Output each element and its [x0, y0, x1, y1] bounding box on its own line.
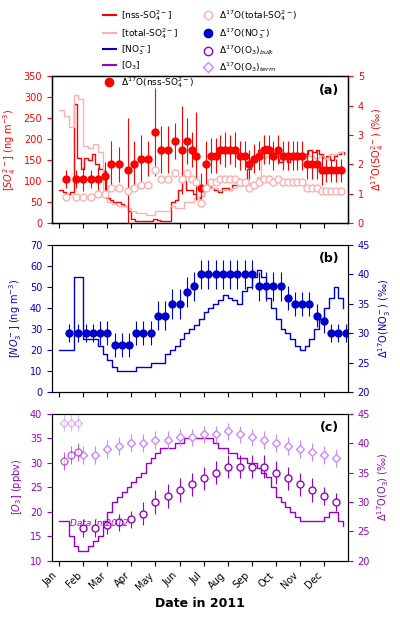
- Y-axis label: $\Delta^{17}$O(NO$_3^-$) (‰): $\Delta^{17}$O(NO$_3^-$) (‰): [376, 278, 392, 359]
- Y-axis label: $[SO_4^{2-}]$ (ng m$^{-3}$): $[SO_4^{2-}]$ (ng m$^{-3}$): [1, 108, 18, 191]
- Text: (c): (c): [320, 421, 339, 434]
- Text: (b): (b): [318, 252, 339, 266]
- Legend: [nss-SO$_4^{2-}$], [total-SO$_4^{2-}$], [NO$_3^-$], [O$_3$], $\Delta^{17}$O(nss-: [nss-SO$_4^{2-}$], [total-SO$_4^{2-}$], …: [99, 4, 301, 94]
- Text: Data in 2012: Data in 2012: [70, 519, 128, 528]
- Y-axis label: $[O_3]$ (ppbv): $[O_3]$ (ppbv): [10, 459, 24, 515]
- Y-axis label: $[NO_3^-]$ (ng m$^{-3}$): $[NO_3^-]$ (ng m$^{-3}$): [8, 279, 24, 358]
- X-axis label: Date in 2011: Date in 2011: [155, 598, 245, 610]
- Text: (a): (a): [319, 84, 339, 97]
- Y-axis label: $\Delta^{17}$O(SO$_4^{2-}$) (‰): $\Delta^{17}$O(SO$_4^{2-}$) (‰): [370, 108, 386, 191]
- Y-axis label: $\Delta^{17}$O(O$_3$) (‰): $\Delta^{17}$O(O$_3$) (‰): [376, 453, 391, 522]
